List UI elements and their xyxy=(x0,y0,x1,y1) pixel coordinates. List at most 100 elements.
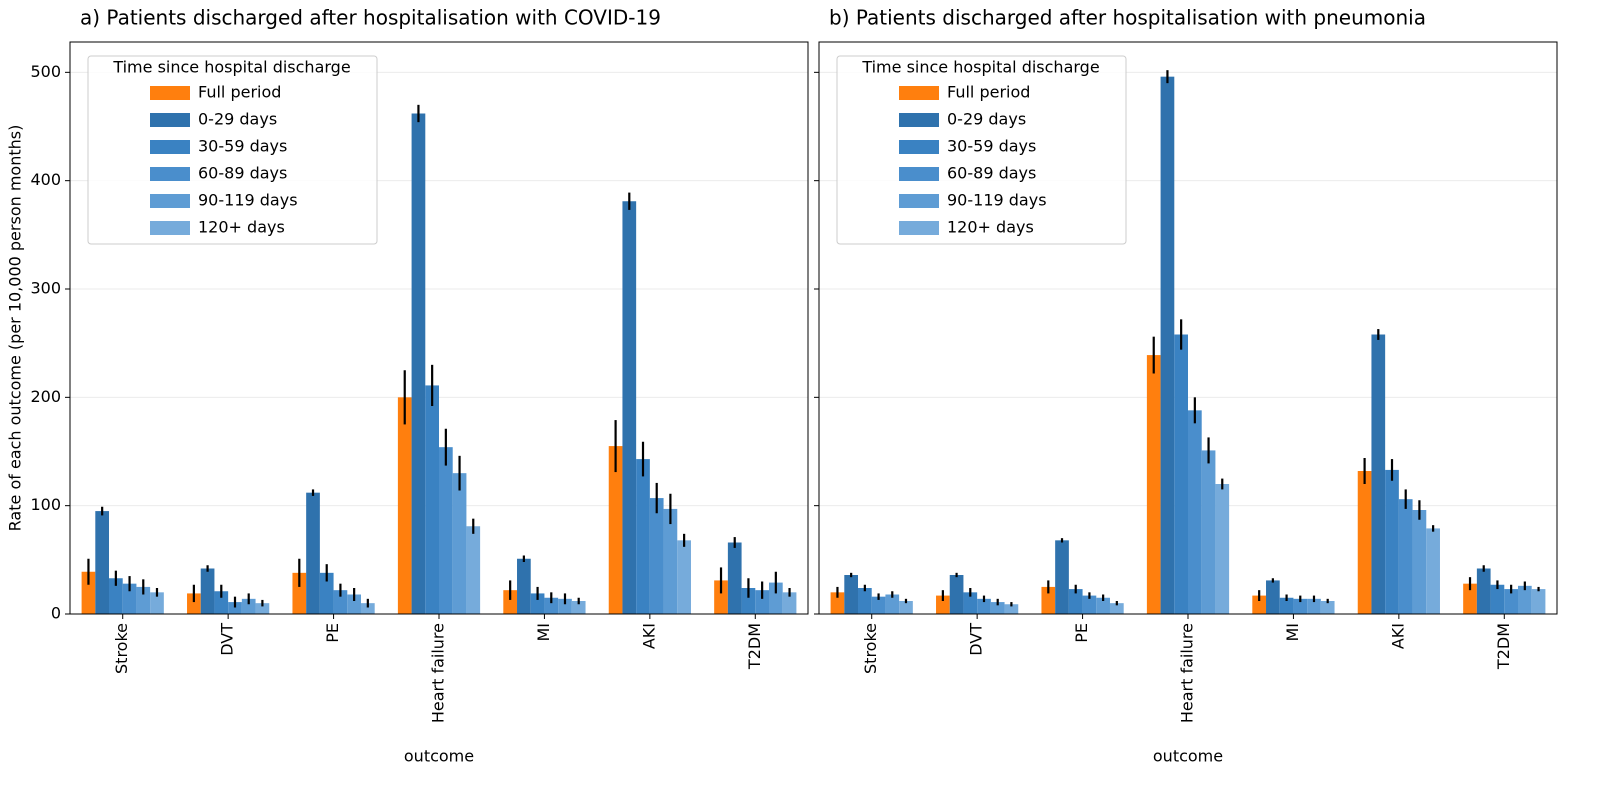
bar xyxy=(1531,589,1546,614)
bar xyxy=(1371,334,1386,614)
bar xyxy=(187,593,201,614)
bar xyxy=(755,590,769,614)
legend-label: 30-59 days xyxy=(947,137,1036,156)
x-tick-label: PE xyxy=(323,623,342,643)
bar xyxy=(228,602,242,614)
legend-swatch xyxy=(899,167,939,181)
legend-label: Full period xyxy=(947,83,1030,102)
x-axis-label: outcome xyxy=(404,747,474,766)
bar xyxy=(1055,540,1069,614)
bar xyxy=(503,590,518,614)
bar xyxy=(636,459,650,614)
bar xyxy=(768,582,783,614)
bar xyxy=(649,498,664,614)
legend-swatch xyxy=(150,221,190,235)
bar xyxy=(241,598,256,614)
bar xyxy=(1252,595,1267,614)
bar xyxy=(136,586,151,614)
legend-title: Time since hospital discharge xyxy=(112,58,350,77)
bar xyxy=(1004,604,1019,614)
bar xyxy=(530,593,545,614)
bar xyxy=(1476,568,1491,614)
legend-swatch xyxy=(899,140,939,154)
bar xyxy=(963,592,978,614)
bar xyxy=(1385,469,1399,614)
bar xyxy=(727,542,742,614)
bar xyxy=(200,568,215,614)
x-tick-label: T2DM xyxy=(1494,623,1513,670)
bar xyxy=(333,590,348,614)
bar xyxy=(466,526,481,614)
y-tick-label: 500 xyxy=(30,62,61,81)
bar xyxy=(990,602,1005,614)
x-tick-label: T2DM xyxy=(745,623,764,670)
y-tick-label: 100 xyxy=(30,495,61,514)
bar xyxy=(397,397,412,614)
bar xyxy=(1188,410,1202,614)
bar xyxy=(1357,471,1372,614)
bar xyxy=(306,492,320,614)
bar xyxy=(677,540,691,614)
bar xyxy=(663,508,678,614)
bar xyxy=(844,575,859,614)
x-tick-label: Heart failure xyxy=(1178,623,1197,723)
bar xyxy=(1517,585,1532,614)
bar xyxy=(214,591,229,614)
bar xyxy=(544,597,559,614)
bar xyxy=(1266,580,1280,614)
legend-label: 120+ days xyxy=(198,218,285,237)
bar xyxy=(622,201,637,614)
legend-swatch xyxy=(899,113,939,127)
x-tick-label: Heart failure xyxy=(429,623,448,723)
legend-label: 90-119 days xyxy=(947,191,1047,210)
x-tick-label: AKI xyxy=(1388,623,1407,649)
bar xyxy=(1463,583,1477,614)
bar xyxy=(899,601,913,614)
bar xyxy=(1201,450,1216,614)
bar xyxy=(255,603,270,614)
bar xyxy=(319,572,334,614)
bar xyxy=(95,511,110,614)
bar xyxy=(81,571,96,614)
x-tick-label: MI xyxy=(534,623,553,642)
x-tick-label: DVT xyxy=(967,623,986,656)
plot-frame xyxy=(69,41,809,615)
bar xyxy=(122,583,137,614)
x-tick-label: Stroke xyxy=(861,623,880,674)
bar xyxy=(608,446,623,614)
legend-swatch xyxy=(150,113,190,127)
bar xyxy=(558,598,572,614)
bar xyxy=(571,601,586,614)
bar xyxy=(1307,598,1321,614)
bar xyxy=(1320,601,1335,614)
plot-frame xyxy=(818,41,1558,615)
bar xyxy=(1041,586,1056,614)
bar xyxy=(936,595,950,614)
bar xyxy=(1293,598,1308,614)
bar xyxy=(1096,597,1110,614)
bar xyxy=(1068,589,1083,614)
chart-title: b) Patients discharged after hospitalisa… xyxy=(829,6,1426,30)
bar xyxy=(292,572,307,614)
bar xyxy=(714,580,728,614)
bar xyxy=(360,603,375,614)
bar xyxy=(1490,584,1505,614)
x-tick-label: DVT xyxy=(218,623,237,656)
bar xyxy=(741,588,756,614)
bar xyxy=(1412,510,1427,614)
y-tick-label: 0 xyxy=(51,604,61,623)
bar xyxy=(1109,603,1124,614)
bar xyxy=(150,592,164,614)
bar xyxy=(1160,76,1175,614)
bar xyxy=(1398,499,1413,614)
y-tick-label: 400 xyxy=(30,170,61,189)
bar xyxy=(425,385,439,614)
bar xyxy=(1174,334,1188,614)
x-tick-label: AKI xyxy=(639,623,658,649)
legend-swatch xyxy=(150,167,190,181)
bar xyxy=(830,592,845,614)
legend-label: 120+ days xyxy=(947,218,1034,237)
legend-swatch xyxy=(150,140,190,154)
bar xyxy=(1146,355,1161,614)
